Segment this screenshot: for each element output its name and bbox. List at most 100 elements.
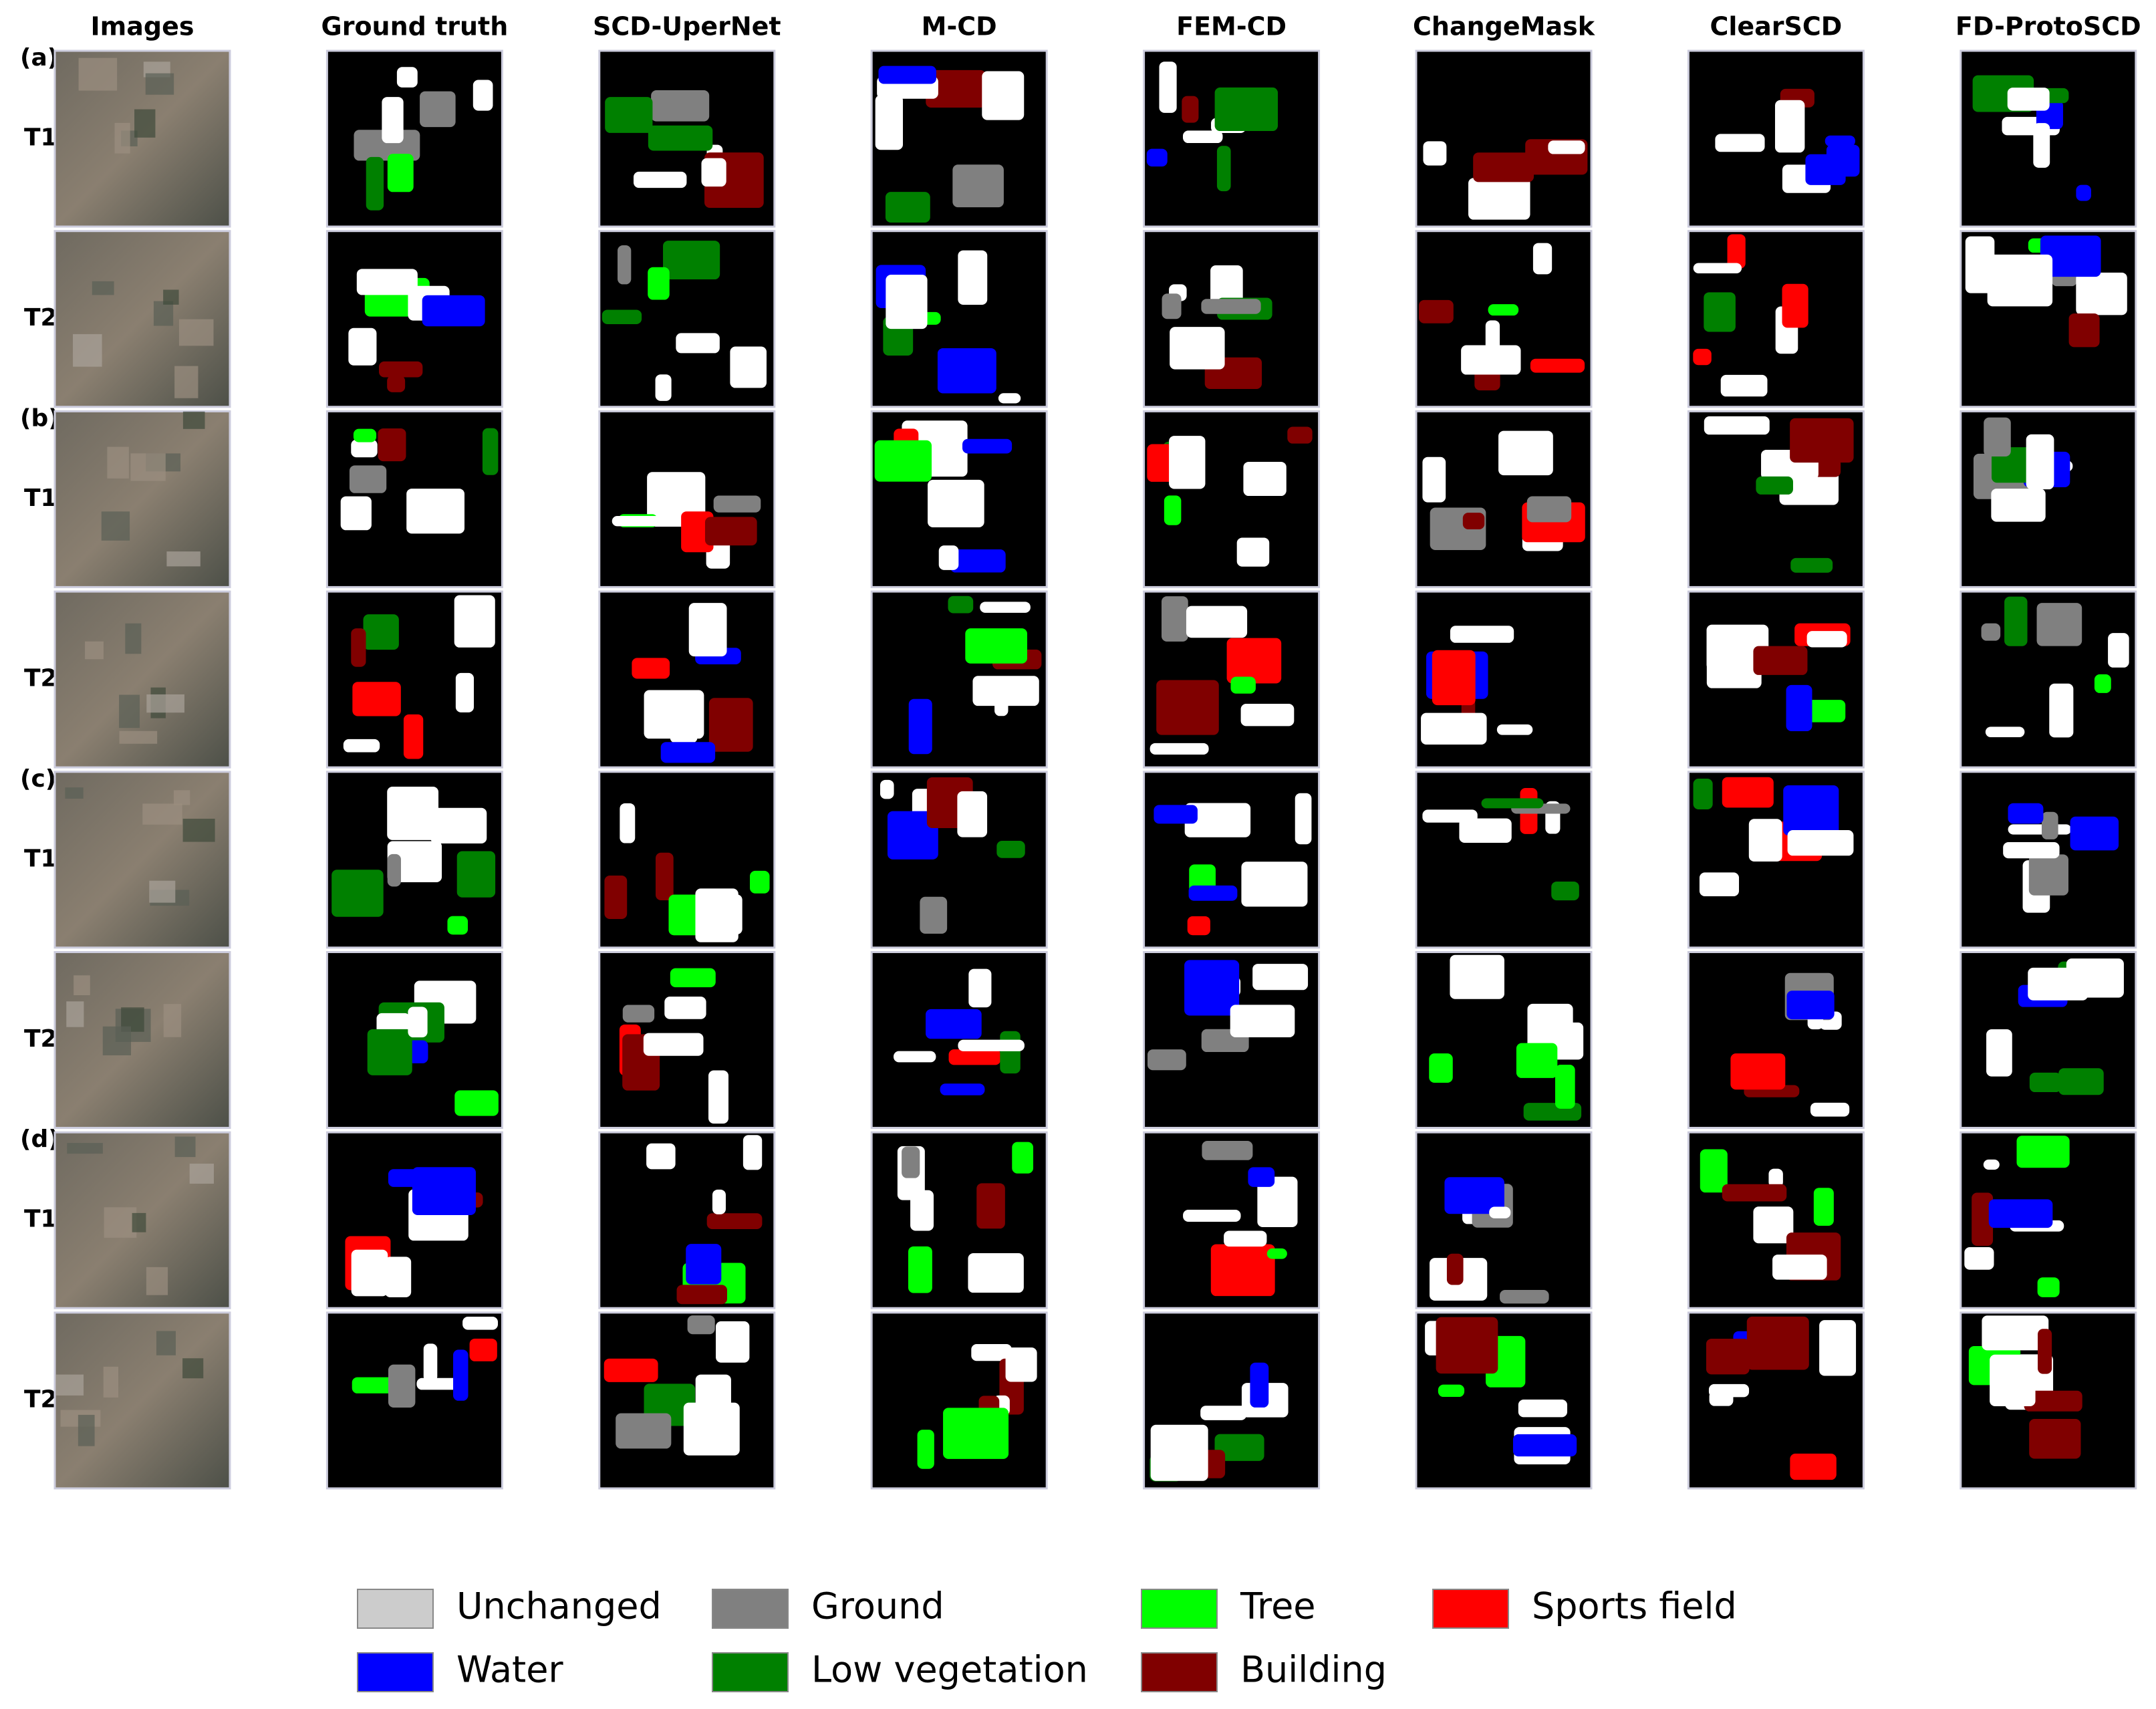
mask-region — [1530, 358, 1585, 373]
mask-region — [1184, 803, 1251, 837]
mask-region — [1489, 1206, 1511, 1218]
mask-region — [1727, 234, 1746, 269]
mask-region — [902, 1146, 920, 1178]
image-texture — [102, 1026, 132, 1055]
mask-region — [1202, 1141, 1253, 1160]
mask-region — [1210, 1244, 1275, 1297]
mask-region — [1184, 960, 1240, 1016]
mask-region — [878, 65, 936, 84]
mask-region — [743, 1135, 763, 1170]
image-texture — [146, 694, 184, 713]
mask-region — [1248, 1167, 1275, 1187]
mask-region — [1459, 818, 1512, 843]
image-texture — [85, 641, 104, 660]
mask-region — [1450, 626, 1514, 643]
mask-image — [1143, 771, 1321, 949]
mask-region — [1159, 61, 1177, 113]
row-label: T2 — [24, 665, 57, 692]
image-texture — [101, 511, 130, 541]
mask-region — [331, 870, 384, 917]
mask-region — [1243, 461, 1287, 497]
mask-region — [2038, 1329, 2052, 1374]
group-label: (b) — [20, 404, 59, 432]
mask-region — [908, 1246, 932, 1293]
mask-region — [2029, 1419, 2081, 1459]
mask-region — [982, 71, 1025, 120]
mask-region — [2041, 811, 2058, 839]
mask-region — [1972, 1192, 1994, 1246]
mask-region — [958, 1039, 1025, 1051]
mask-region — [1555, 1064, 1575, 1109]
mask-region — [948, 1049, 1001, 1065]
column-header: M-CD — [922, 12, 997, 41]
mask-region — [2029, 1072, 2062, 1093]
mask-region — [1512, 1434, 1577, 1457]
mask-region — [1201, 299, 1261, 314]
image-texture — [92, 281, 114, 295]
mask-region — [430, 807, 487, 843]
mask-region — [453, 1349, 468, 1401]
image-texture — [182, 411, 205, 429]
mask-region — [712, 1189, 726, 1214]
mask-region — [388, 1364, 416, 1408]
row-label: T1 — [24, 845, 57, 872]
mask-region — [2008, 824, 2072, 835]
mask-region — [1481, 798, 1544, 809]
image-texture — [174, 366, 198, 398]
image-texture — [78, 57, 118, 91]
mask-region — [1693, 348, 1712, 366]
image-texture — [178, 319, 214, 346]
mask-region — [1722, 777, 1774, 808]
mask-region — [968, 968, 992, 1008]
mask-region — [1516, 1043, 1558, 1078]
image-texture — [134, 109, 156, 138]
mask-region — [687, 1315, 715, 1335]
mask-region — [387, 375, 406, 392]
input-image — [53, 1311, 231, 1490]
mask-region — [1730, 1053, 1786, 1090]
mask-region — [408, 1040, 428, 1063]
mask-region — [874, 440, 932, 482]
mask-region — [688, 603, 727, 657]
mask-region — [1790, 1453, 1837, 1480]
mask-region — [1706, 1338, 1750, 1375]
mask-region — [1772, 1255, 1827, 1280]
mask-region — [908, 698, 932, 755]
mask-region — [356, 269, 418, 295]
mask-region — [604, 875, 628, 920]
column-header: FEM-CD — [1176, 12, 1287, 41]
column-header: ClearSCD — [1710, 12, 1842, 41]
mask-region — [1790, 557, 1833, 573]
mask-region — [1965, 236, 1995, 293]
mask-region — [616, 1413, 672, 1449]
mask-region — [1790, 418, 1854, 463]
mask-region — [875, 95, 904, 150]
mask-region — [2070, 816, 2119, 851]
mask-region — [1000, 1031, 1021, 1074]
mask-region — [2108, 633, 2129, 668]
mask-region — [2036, 603, 2082, 646]
mask-region — [403, 714, 424, 759]
mask-region — [1787, 830, 1854, 856]
mask-region — [1813, 1188, 1834, 1226]
mask-region — [1700, 1149, 1728, 1193]
mask-region — [1964, 1247, 1994, 1270]
mask-region — [632, 658, 670, 679]
mask-region — [648, 125, 713, 151]
image-texture — [67, 1143, 103, 1154]
mask-image — [598, 771, 776, 949]
legend-label: Tree — [1240, 1585, 1316, 1627]
legend-label: Building — [1240, 1649, 1387, 1691]
mask-region — [349, 465, 387, 493]
legend-label: Water — [456, 1649, 563, 1691]
mask-region — [1236, 537, 1270, 567]
image-texture — [145, 73, 174, 95]
mask-region — [695, 1374, 731, 1424]
mask-region — [378, 428, 406, 462]
mask-region — [706, 1213, 763, 1230]
mask-region — [920, 896, 948, 934]
mask-region — [2040, 235, 2101, 277]
column-header: Images — [91, 12, 194, 41]
mask-region — [1182, 130, 1223, 144]
mask-region — [676, 333, 720, 354]
